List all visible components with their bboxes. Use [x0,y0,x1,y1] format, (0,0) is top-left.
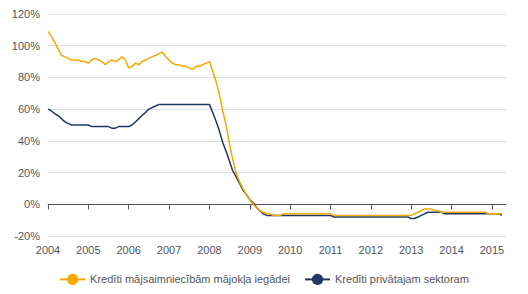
svg-text:20%: 20% [18,167,40,179]
svg-text:2005: 2005 [76,244,100,256]
svg-text:0%: 0% [24,198,40,210]
svg-text:120%: 120% [12,8,40,20]
svg-text:2006: 2006 [116,244,140,256]
svg-text:2004: 2004 [36,244,60,256]
svg-text:-20%: -20% [14,230,40,242]
svg-text:2009: 2009 [238,244,262,256]
svg-text:2012: 2012 [359,244,383,256]
svg-text:40%: 40% [18,135,40,147]
svg-text:Kredīti privātajam sektoram: Kredīti privātajam sektoram [335,273,469,285]
svg-text:60%: 60% [18,103,40,115]
svg-text:100%: 100% [12,40,40,52]
svg-text:Kredīti mājsaimniecībām mājokļ: Kredīti mājsaimniecībām mājokļa iegādei [90,273,290,285]
svg-text:2010: 2010 [278,244,302,256]
svg-text:2007: 2007 [157,244,181,256]
svg-text:2011: 2011 [319,244,343,256]
svg-text:2014: 2014 [439,244,463,256]
svg-text:2013: 2013 [399,244,423,256]
svg-text:80%: 80% [18,71,40,83]
svg-text:2008: 2008 [197,244,221,256]
svg-text:2015: 2015 [480,244,504,256]
